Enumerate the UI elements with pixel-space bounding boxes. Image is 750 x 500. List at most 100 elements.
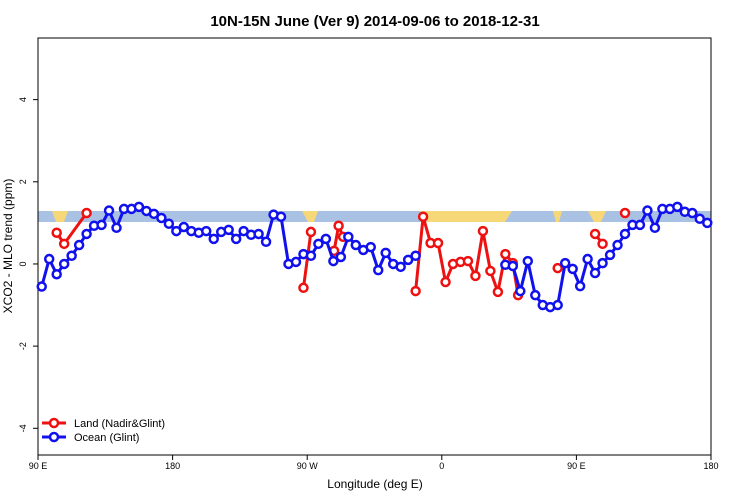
data-point [522,255,534,267]
land-patch [420,211,512,222]
data-point [589,267,601,279]
series [36,201,713,313]
data-point [163,218,175,229]
data-point [328,255,339,267]
data-point [612,239,623,251]
data-point [171,225,182,237]
data-point [230,233,242,245]
data-point [335,251,347,263]
data-point [96,219,107,231]
data-point [462,255,474,267]
data-point [208,233,219,245]
data-point [156,212,167,224]
y-tick-label: 4 [18,97,28,102]
data-point [515,285,526,297]
data-point [201,225,212,237]
data-point [290,256,302,268]
chart-title: 10N-15N June (Ver 9) 2014-09-06 to 2018-… [210,13,539,30]
data-point [36,281,47,292]
data-point [432,237,444,249]
data-point [320,233,332,245]
data-point [417,211,429,222]
data-point [58,238,70,250]
data-point [58,258,70,270]
land-patch [553,211,562,222]
data-point [350,239,362,251]
data-point [552,299,563,311]
data-point [619,207,631,219]
data-point [477,225,489,237]
data-point [694,213,706,225]
data-point [298,282,309,294]
plot-frame [37,37,712,456]
data-point [574,280,586,292]
data-point [492,286,504,298]
x-axis-label: Longitude (deg E) [327,477,422,491]
data-point [111,222,122,234]
data-point [333,220,344,232]
data-point [470,270,481,282]
land-ocean-strip [38,211,711,222]
data-point [66,250,77,261]
data-point [343,231,354,243]
data-point [313,238,324,250]
legend-marker [48,417,60,429]
data-point [148,208,160,220]
land-patch [302,211,318,222]
data-point [365,241,377,253]
data-point [687,207,698,219]
data-point [305,250,317,261]
legend-label: Ocean (Glint) [74,432,139,444]
data-point [619,228,631,240]
data-point [372,264,384,276]
data-point [702,217,713,229]
data-point [567,263,578,275]
data-point [223,224,234,236]
data-point [178,221,190,233]
data-point [552,262,563,274]
data-point [507,260,519,272]
data-point [51,227,62,238]
data-point [81,228,92,240]
data-point [133,201,145,213]
data-point [410,250,421,261]
data-point [530,289,541,301]
data-point [380,247,391,259]
data-point [649,222,661,234]
data-point [43,253,55,265]
data-point [275,211,287,222]
y-tick-label: -4 [18,424,28,432]
data-point [103,205,115,216]
data-point [305,226,317,238]
y-tick-label: 2 [18,179,28,184]
data-point [440,276,451,288]
data-point [395,261,406,273]
legend-label: Land (Nadir&Glint) [74,418,165,430]
y-tick-label: -2 [18,342,28,350]
x-tick-label: 90 E [29,461,48,471]
x-tick-label: 90 W [297,461,319,471]
x-tick-label: 0 [439,461,444,471]
land-patch [52,211,68,222]
data-point [73,239,85,251]
data-point [634,219,646,231]
data-point [500,248,511,260]
data-point [642,205,653,216]
data-point [589,228,601,240]
legend-marker [48,431,60,443]
data-point [582,253,593,265]
land-patch [588,211,606,222]
data-point [51,268,62,280]
y-axis-label: XCO2 - MLO trend (ppm) [1,179,15,314]
data-point [253,228,264,240]
y-tick-label: 0 [18,261,28,266]
data-point [260,236,272,248]
data-point [604,249,616,261]
x-tick-label: 180 [703,461,718,471]
x-tick-label: 180 [165,461,180,471]
data-point [402,254,414,266]
data-point [410,285,421,297]
data-point [672,201,683,213]
data-point [559,257,571,269]
data-point [597,238,608,250]
